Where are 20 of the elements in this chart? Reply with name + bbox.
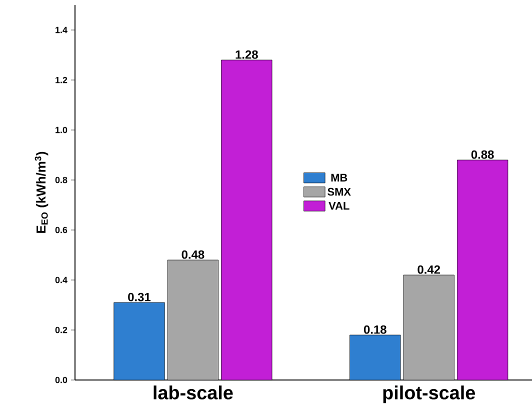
legend-label: MB: [331, 174, 348, 182]
data-label: 1.28: [236, 50, 258, 59]
data-label: 0.42: [418, 265, 440, 274]
x-tick-label: pilot-scale: [383, 386, 476, 404]
y-tick-label: 1.2: [56, 76, 68, 84]
data-label: 0.31: [128, 292, 151, 302]
legend-label: SMX: [328, 188, 351, 196]
legend-label: VAL: [328, 202, 350, 210]
y-tick-label: 0.6: [55, 226, 68, 234]
y-tick-label: 0.4: [55, 276, 68, 284]
data-label: 0.48: [182, 250, 204, 259]
data-label: 0.88: [471, 150, 494, 159]
y-tick-label: 0.2: [55, 326, 68, 334]
y-axis-title: E$_{EO}$ (kWh/m$^{3}$): [34, 152, 48, 233]
y-tick-label: 1.4: [56, 26, 68, 34]
x-tick-label: lab-scale: [154, 386, 233, 400]
y-tick-label: 0.8: [55, 176, 68, 184]
y-tick-label: 1.0: [56, 126, 68, 134]
data-label: 0.18: [364, 325, 386, 334]
y-tick-label: 0.0: [55, 376, 68, 384]
